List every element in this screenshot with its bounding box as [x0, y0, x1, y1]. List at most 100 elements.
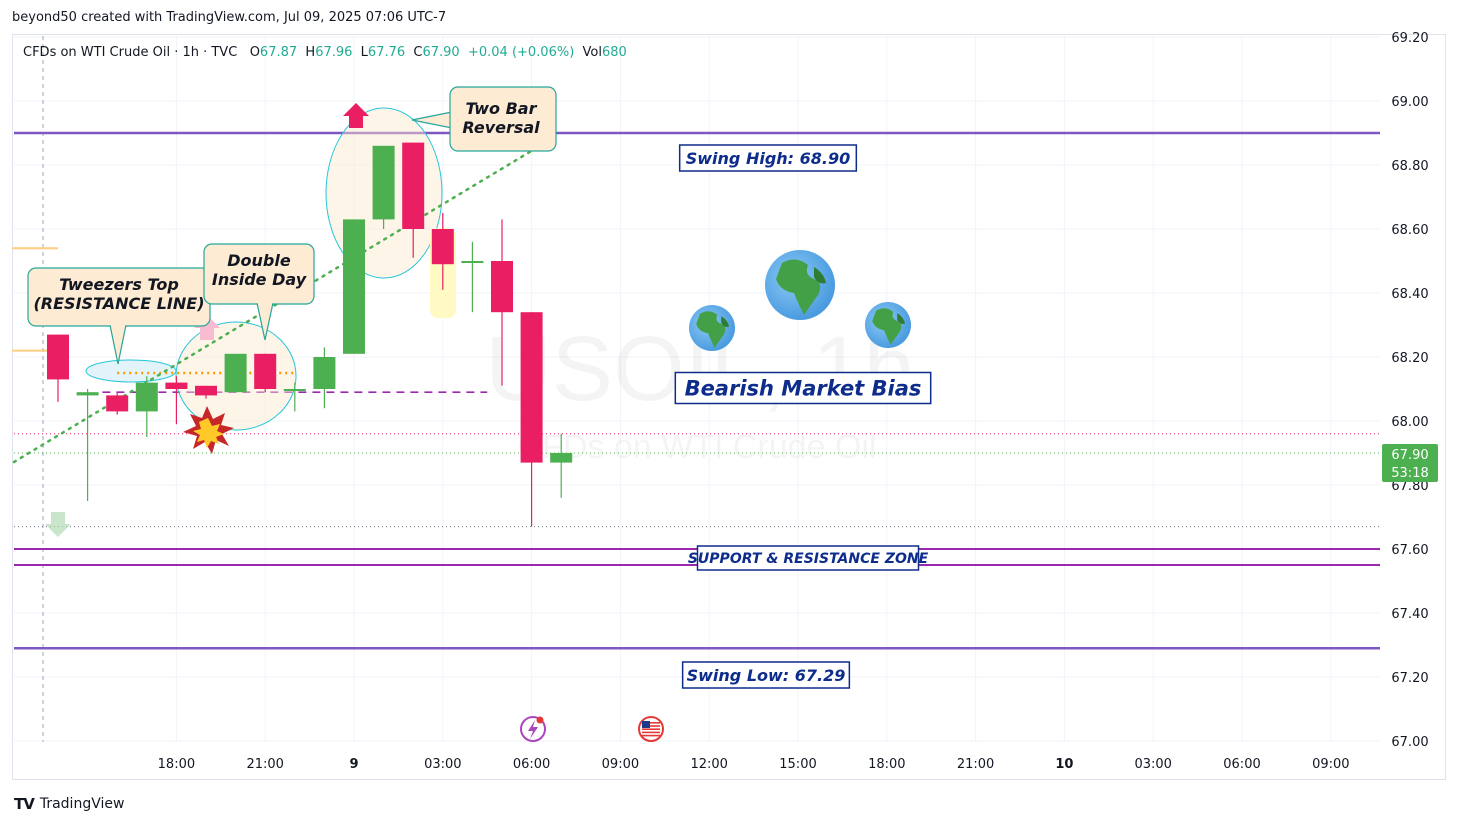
legend-close-value: 67.90: [422, 45, 460, 60]
tweezers-top-callout-line-1: (RESISTANCE LINE): [33, 294, 204, 313]
x-tick-label-11: 03:00: [1134, 757, 1171, 772]
legend-change: +0.04 (+0.06%): [467, 45, 575, 60]
x-tick-label-4: 06:00: [513, 757, 550, 772]
x-tick-label-13: 09:00: [1312, 757, 1349, 772]
flag-stripe-2: [642, 728, 660, 730]
candle-body-0[interactable]: [47, 334, 69, 380]
footer-brand[interactable]: TV TradingView: [14, 795, 124, 813]
y-tick-label-10: 67.20: [1391, 671, 1428, 686]
x-tick-label-9: 21:00: [957, 757, 994, 772]
legend-high-value: 67.96: [315, 45, 353, 60]
double-inside-day-callout-line-1: Inside Day: [212, 270, 307, 289]
candle-body-13[interactable]: [431, 229, 454, 265]
candle-body-6[interactable]: [224, 353, 247, 393]
flag-stripe-3: [642, 731, 660, 734]
price-axis[interactable]: 69.20 69.00 68.80 68.60 68.40 68.20 68.00 67.80…: [1382, 31, 1438, 750]
swing-low-label-box[interactable]: [681, 661, 851, 689]
double-inside-day-callout-pointer-join: [258, 301, 272, 305]
globe-land2-2: [897, 313, 906, 324]
last-price-value: 67.90: [1391, 448, 1428, 463]
event-dot-icon: [536, 716, 544, 724]
sr-zone-label: SUPPORT & RESISTANCE ZONE: [688, 551, 929, 567]
x-tick-label-3: 03:00: [424, 757, 461, 772]
y-tick-label-8: 67.60: [1391, 543, 1428, 558]
swing-high-label-box[interactable]: [678, 144, 858, 172]
legend-low-label: L: [360, 45, 368, 60]
x-tick-label-6: 12:00: [690, 757, 727, 772]
candle-body-4[interactable]: [165, 382, 188, 389]
legend-open-value: 67.87: [259, 45, 298, 60]
sr-zone-label-box[interactable]: [696, 545, 920, 571]
y-tick-label-9: 67.40: [1391, 607, 1428, 622]
globe-icon-2: [865, 302, 911, 348]
y-tick-label-11: 67.00: [1391, 735, 1428, 750]
globe-land-0: [696, 311, 726, 348]
globe-land2-1: [814, 267, 826, 284]
up-arrow-red-icon: [343, 103, 369, 128]
lightning-icon: [528, 720, 538, 739]
x-tick-label-10: 10: [1055, 757, 1073, 772]
y-tick-label-5: 68.20: [1391, 351, 1428, 366]
candle-body-3[interactable]: [135, 382, 158, 412]
explosion-core-icon: [193, 418, 224, 448]
time-axis[interactable]: 18:00 21:00 9 03:00 06:00 09:00 12:00 15:00 18:0…: [158, 757, 1350, 772]
y-tick-label-7: 67.80: [1391, 479, 1428, 494]
candle-body-12[interactable]: [402, 142, 425, 229]
level-labels: Swing High: 68.90 Swing Low: 67.29 SUPPORT…: [27, 86, 932, 742]
globe-land-1: [776, 259, 821, 315]
candle-body-9[interactable]: [313, 357, 336, 389]
chart-header: beyond50 created with TradingView.com, J…: [12, 10, 447, 25]
flag-stripe-1: [642, 725, 660, 727]
candle-body-16[interactable]: [520, 312, 543, 463]
bearish-bias-label: Bearish Market Bias: [685, 377, 922, 401]
flag-stripe-4: [642, 734, 660, 737]
x-tick-label-7: 15:00: [779, 757, 816, 772]
symbol-legend: CFDs on WTI Crude Oil · 1h · TVC O67.87 …: [23, 45, 627, 60]
double-inside-day-callout-line-0: Double: [227, 251, 291, 270]
x-tick-label-0: 18:00: [158, 757, 195, 772]
two-bar-reversal-callout-bubble[interactable]: [449, 86, 557, 152]
legend-low-value: 67.76: [367, 45, 406, 60]
y-tick-label-6: 68.00: [1391, 415, 1428, 430]
candle-body-17[interactable]: [550, 453, 573, 463]
globe-icon-1: [765, 250, 835, 320]
two-bar-reversal-callout-line-0: Two Bar: [466, 99, 538, 118]
flag-canton: [642, 721, 650, 728]
candle-body-1[interactable]: [76, 392, 99, 396]
candle-body-10[interactable]: [343, 219, 365, 354]
x-tick-label-12: 06:00: [1223, 757, 1260, 772]
legend-volume-value: 680: [602, 45, 627, 60]
y-tick-label-0: 69.20: [1391, 31, 1428, 46]
bearish-bias-label-box[interactable]: [674, 371, 932, 405]
y-tick-label-2: 68.80: [1391, 159, 1428, 174]
candle-body-11[interactable]: [372, 145, 395, 220]
candle-body-14[interactable]: [461, 261, 484, 263]
legend-close-label: C: [413, 45, 423, 60]
legend-open-label: O: [249, 45, 260, 60]
candlestick-series[interactable]: [47, 142, 573, 527]
candle-body-8[interactable]: [283, 389, 306, 391]
tweezers-top-callout-pointer-join: [111, 323, 125, 327]
candle-body-15[interactable]: [491, 261, 513, 313]
swing-high-label: Swing High: 68.90: [686, 149, 851, 168]
x-tick-label-1: 21:00: [246, 757, 283, 772]
candle-body-5[interactable]: [195, 385, 217, 396]
last-price-tag[interactable]: [1382, 444, 1438, 482]
globe-land2-0: [721, 316, 730, 327]
y-tick-label-3: 68.60: [1391, 223, 1428, 238]
watermark-name: CFDs on WTI Crude Oil: [518, 428, 877, 466]
legend-high-label: H: [305, 45, 316, 60]
tweezers-top-callout-line-0: Tweezers Top: [59, 275, 179, 294]
y-tick-label-4: 68.40: [1391, 287, 1428, 302]
tweezers-top-ellipse: [85, 359, 177, 383]
legend-symbol[interactable]: CFDs on WTI Crude Oil · 1h · TVC: [23, 45, 238, 60]
swing-low-label: Swing Low: 67.29: [687, 666, 846, 685]
up-arrow-pink-icon: [194, 315, 220, 340]
globe-land-2: [872, 308, 902, 345]
footer-brand-name: TradingView: [39, 796, 125, 812]
candle-body-7[interactable]: [254, 353, 277, 389]
chart-frame: [12, 34, 1446, 780]
candle-body-2[interactable]: [106, 395, 129, 412]
bar-countdown: 53:18: [1391, 466, 1428, 481]
